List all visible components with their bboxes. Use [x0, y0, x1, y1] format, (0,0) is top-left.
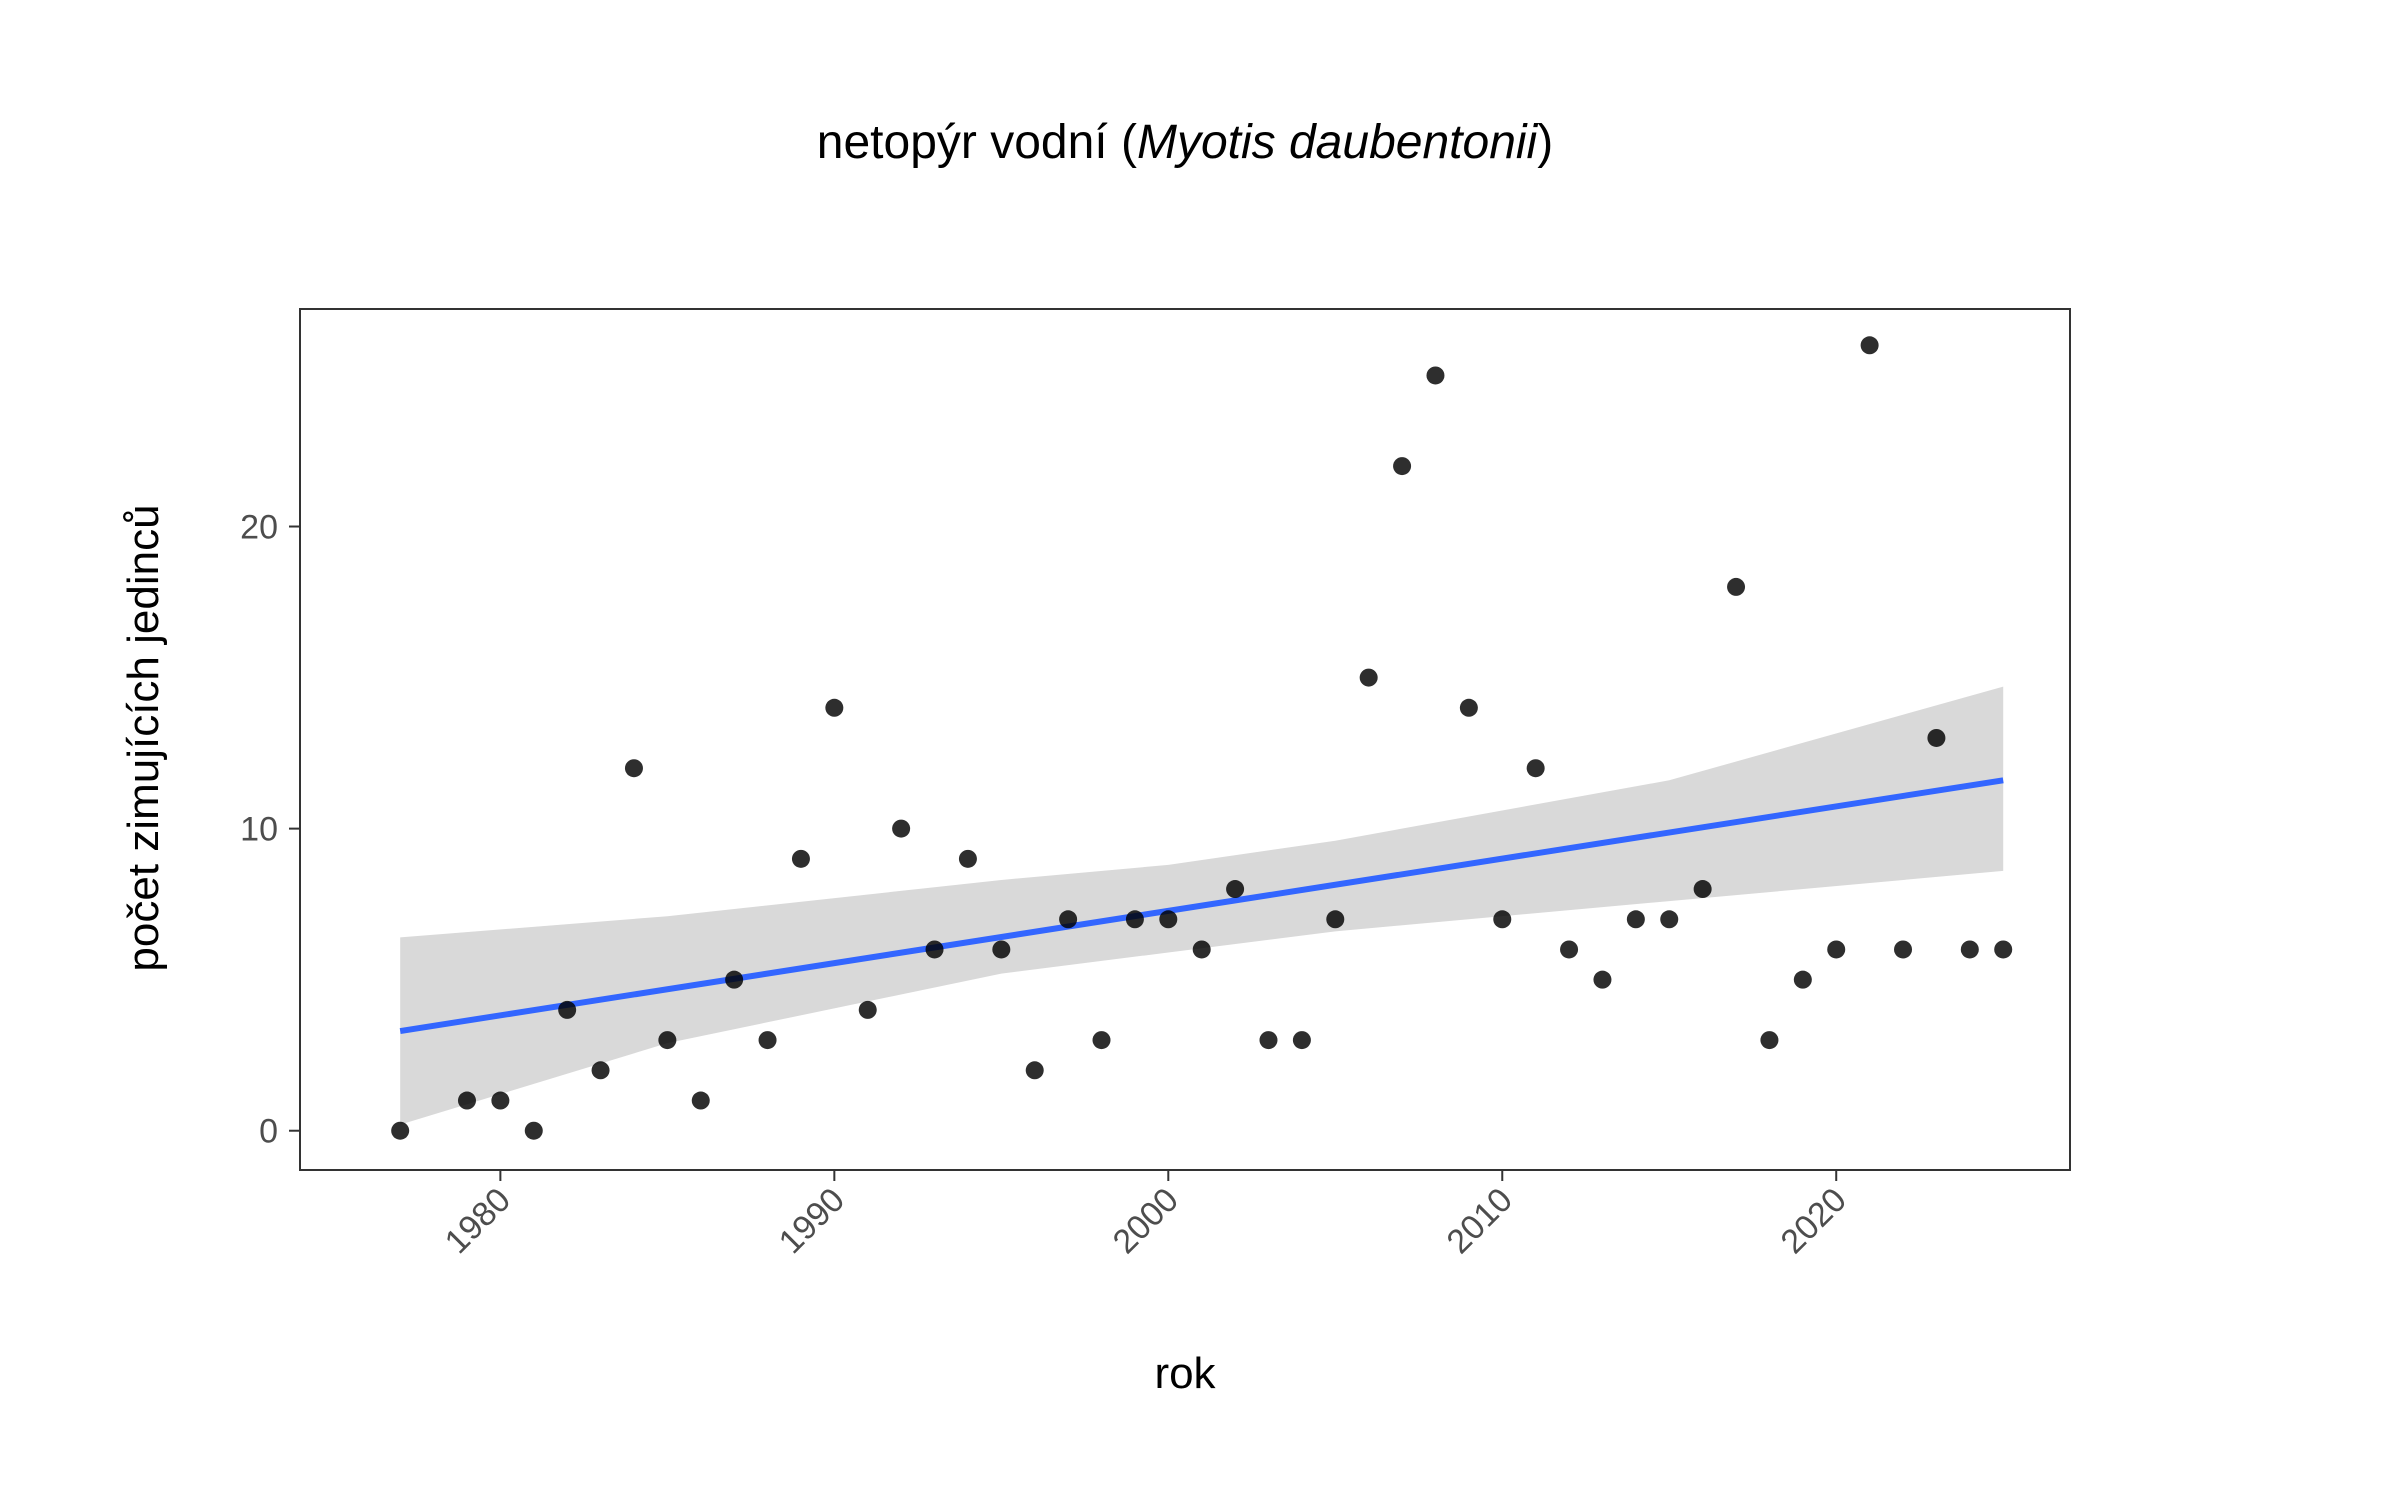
data-point	[457, 1091, 476, 1110]
data-point	[1192, 940, 1211, 959]
data-point	[892, 819, 911, 838]
x-tick-label: 1990	[772, 1181, 852, 1261]
data-point	[1593, 970, 1612, 989]
data-point	[1059, 910, 1078, 929]
data-point	[691, 1091, 710, 1110]
data-point	[1459, 698, 1478, 717]
y-axis-title: počet zimujících jedinců	[119, 504, 168, 971]
data-point	[524, 1121, 543, 1140]
data-point	[391, 1121, 410, 1140]
data-point	[1660, 910, 1679, 929]
data-point	[1526, 759, 1545, 778]
data-point	[1927, 728, 1946, 747]
data-point	[1760, 1031, 1779, 1050]
data-point	[1259, 1031, 1278, 1050]
data-point	[591, 1061, 610, 1080]
data-point	[558, 1000, 577, 1019]
data-point	[1827, 940, 1846, 959]
x-tick-label: 1980	[438, 1181, 518, 1261]
chart-title-prefix: netopýr vodní (	[817, 116, 1137, 169]
plot-panel-border	[299, 308, 2071, 1171]
data-point	[992, 940, 1011, 959]
data-point	[1793, 970, 1812, 989]
chart-title-suffix: )	[1537, 116, 1553, 169]
data-point	[858, 1000, 877, 1019]
data-point	[1393, 457, 1412, 476]
data-point	[725, 970, 744, 989]
y-tick-label: 0	[259, 1113, 278, 1151]
data-point	[1860, 336, 1879, 355]
data-point	[958, 849, 977, 868]
data-point	[1493, 910, 1512, 929]
data-point	[491, 1091, 510, 1110]
x-tick-label: 2010	[1440, 1181, 1520, 1261]
data-point	[1693, 880, 1712, 899]
data-point	[1359, 668, 1378, 687]
data-point	[791, 849, 810, 868]
chart-title: netopýr vodní (Myotis daubentonii)	[817, 116, 1553, 169]
data-points-layer	[391, 336, 2013, 1140]
data-point	[1292, 1031, 1311, 1050]
data-point	[1226, 880, 1245, 899]
data-point	[1960, 940, 1979, 959]
data-point	[1125, 910, 1144, 929]
x-axis-title: rok	[1154, 1349, 1216, 1398]
data-point	[658, 1031, 677, 1050]
data-point	[1326, 910, 1345, 929]
data-point	[1994, 940, 2013, 959]
data-point	[1626, 910, 1645, 929]
data-point	[1159, 910, 1178, 929]
x-tick-label: 2000	[1106, 1181, 1186, 1261]
data-point	[1560, 940, 1579, 959]
data-point	[624, 759, 643, 778]
y-tick-label: 20	[240, 509, 278, 547]
data-point	[1025, 1061, 1044, 1080]
y-tick-label: 10	[240, 811, 278, 849]
data-point	[1894, 940, 1913, 959]
data-point	[1092, 1031, 1111, 1050]
trend-line-layer	[399, 777, 2004, 1034]
data-point	[758, 1031, 777, 1050]
chart-title-species: Myotis daubentonii	[1137, 116, 1539, 169]
data-point	[825, 698, 844, 717]
data-point	[1426, 366, 1445, 385]
trend-line	[399, 777, 2004, 1034]
data-point	[1727, 577, 1746, 596]
x-tick-label: 2020	[1774, 1181, 1854, 1261]
data-point	[925, 940, 944, 959]
